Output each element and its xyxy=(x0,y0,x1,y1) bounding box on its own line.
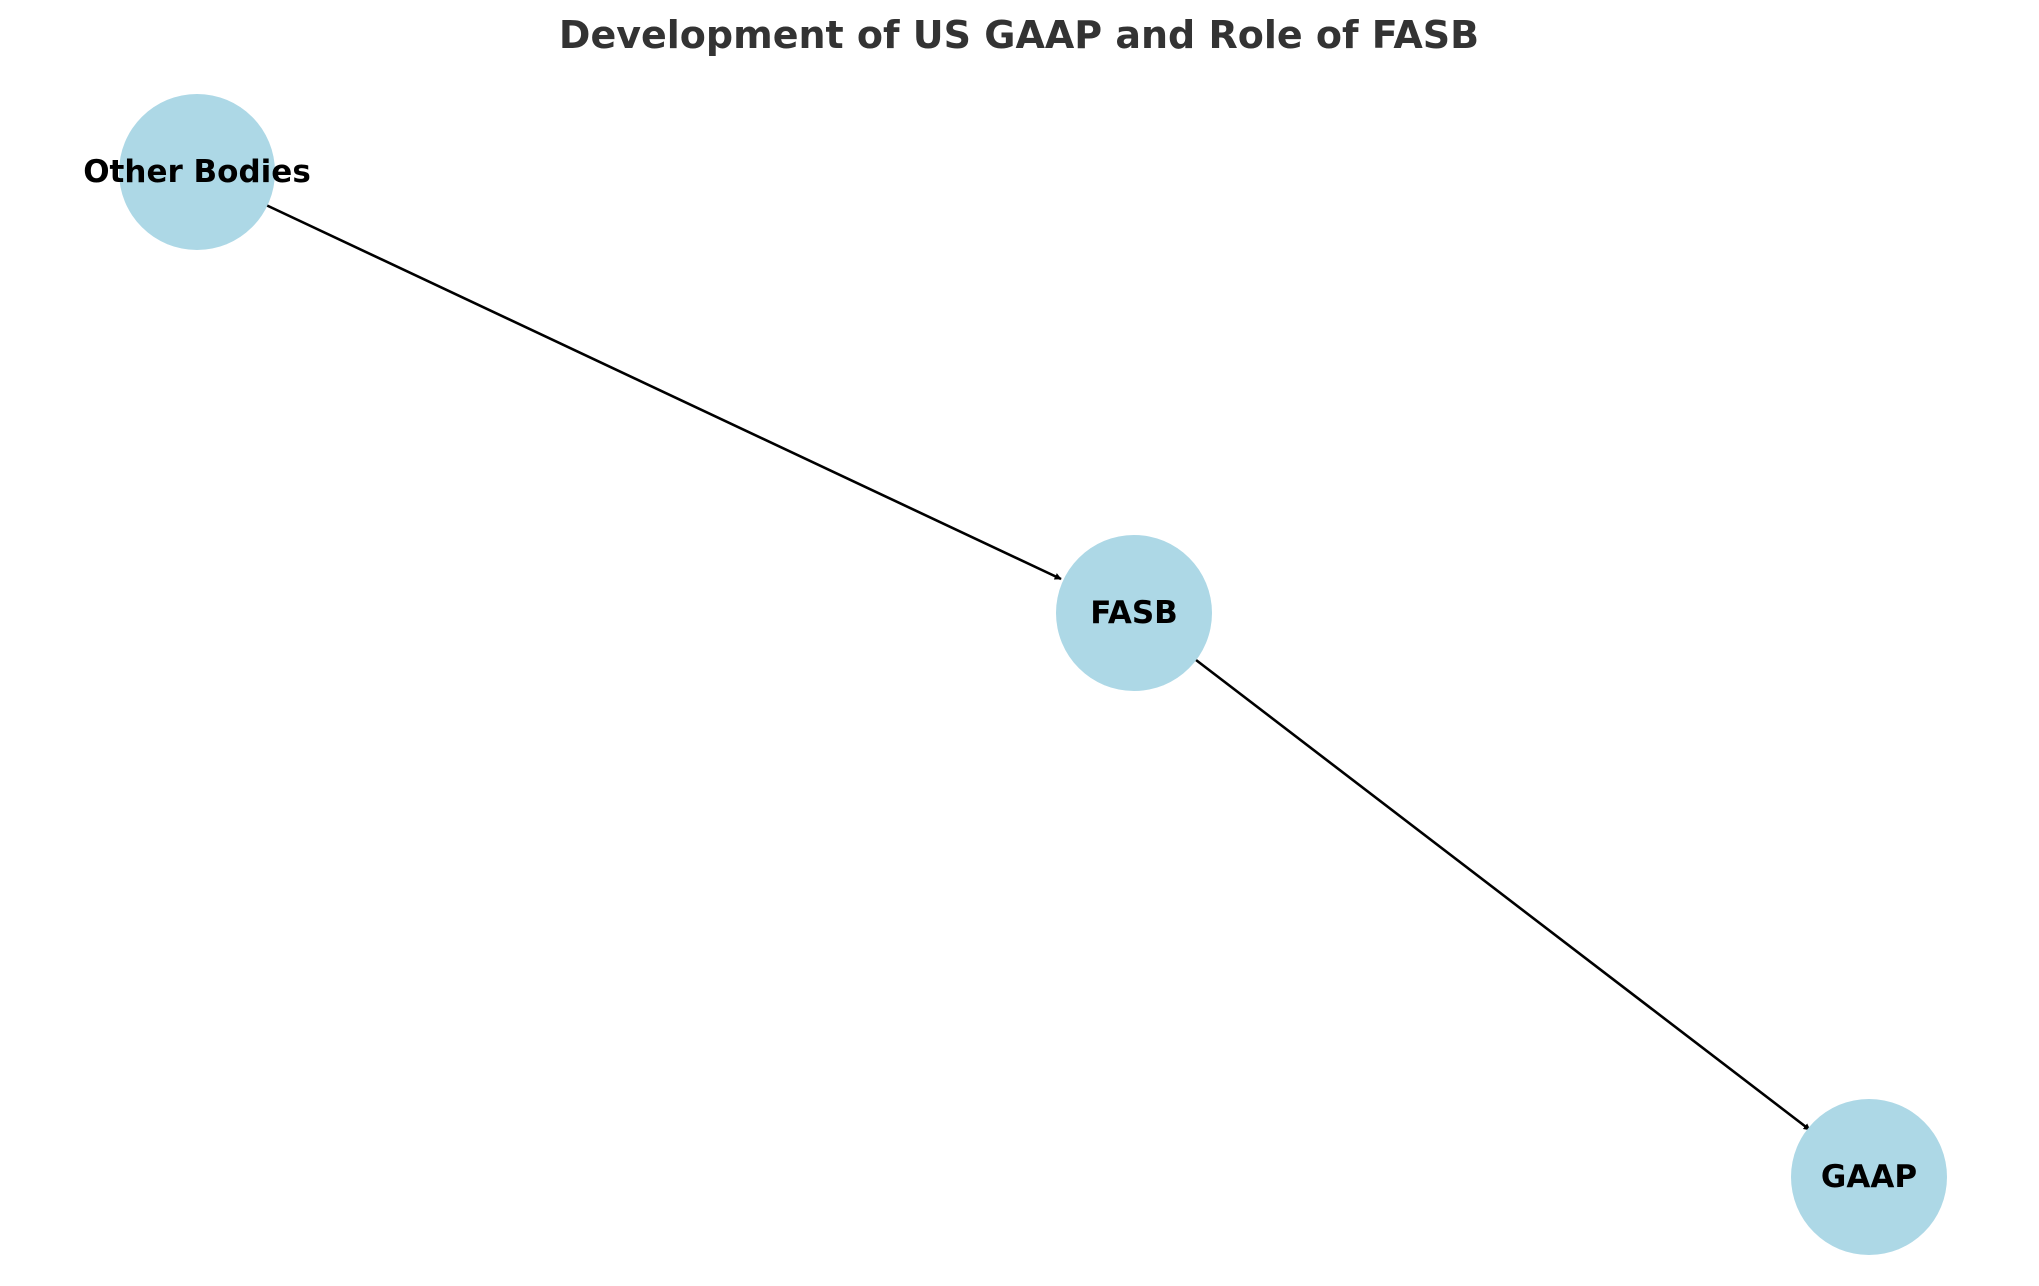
node-other-bodies: Other Bodies xyxy=(83,94,311,250)
node-gaap: GAAP xyxy=(1791,1099,1947,1255)
node-circle xyxy=(1056,535,1212,691)
node-fasb: FASB xyxy=(1056,535,1212,691)
edge-line xyxy=(1195,658,1811,1132)
diagram-title: Development of US GAAP and Role of FASB xyxy=(559,13,1479,57)
edge-fasb-to-gaap xyxy=(1195,658,1811,1132)
node-circle xyxy=(119,94,275,250)
node-label: FASB xyxy=(1090,595,1178,631)
edge-line xyxy=(265,203,1062,581)
node-label: Other Bodies xyxy=(83,154,311,190)
edge-other-bodies-to-fasb xyxy=(265,203,1062,581)
node-label: GAAP xyxy=(1821,1159,1917,1195)
node-circle xyxy=(1791,1099,1947,1255)
